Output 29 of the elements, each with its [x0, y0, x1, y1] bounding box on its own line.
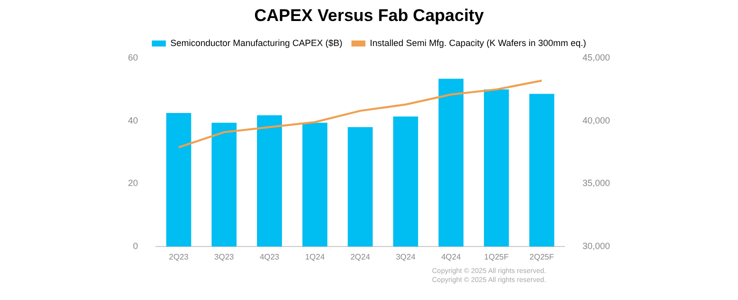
x-tick-label: 1Q25F	[484, 252, 509, 262]
x-tick-label: 4Q23	[260, 252, 280, 262]
y-tick-label: 20	[128, 178, 138, 188]
x-tick-label: 1Q24	[305, 252, 326, 262]
bar	[484, 89, 509, 247]
bar	[302, 122, 328, 247]
bar	[212, 122, 237, 247]
legend-label: Semiconductor Manufacturing CAPEX ($B)	[170, 38, 342, 48]
bar	[438, 78, 464, 247]
bar	[256, 115, 282, 247]
y2-tick-label: 45,000	[582, 52, 610, 62]
y2-tick-label: 40,000	[582, 115, 610, 126]
bar	[166, 113, 192, 247]
y2-tick-label: 30,000	[582, 241, 610, 252]
x-tick-label: 4Q24	[441, 252, 462, 262]
x-tick-label: 2Q24	[350, 252, 371, 262]
x-tick-label: 2Q23	[168, 252, 190, 262]
chart-title: CAPEX Versus Fab Capacity	[253, 6, 485, 26]
bar	[348, 127, 373, 247]
bar	[529, 94, 554, 247]
y-tick-label: 60	[128, 52, 138, 62]
y2-tick-label: 35,000	[582, 178, 610, 188]
legend-label: Installed Semi Mfg. Capacity (K Wafers in 300mm eq.)	[370, 38, 586, 48]
x-tick-label: 2Q25F	[530, 252, 554, 262]
x-tick-label: 3Q24	[396, 252, 416, 262]
y-tick-label: 0	[132, 241, 138, 252]
x-tick-label: 3Q23	[214, 252, 234, 262]
y-tick-label: 40	[128, 115, 138, 126]
bar	[393, 116, 418, 247]
